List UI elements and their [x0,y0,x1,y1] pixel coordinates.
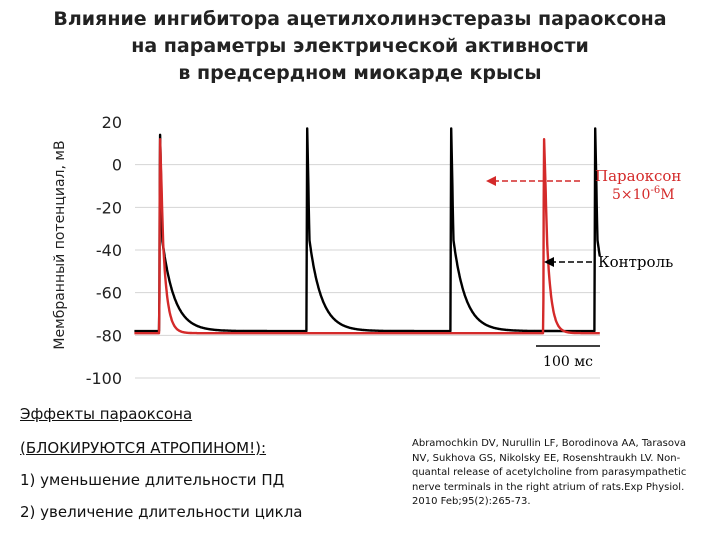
reference-citation: Abramochkin DV, Nurullin LF, Borodinova … [412,438,687,507]
effects-item-2: 2) увеличение длительности цикла [20,503,303,521]
y-tick-label: 20 [102,113,122,132]
y-tick-label: -20 [96,198,122,217]
paraoxon-arrow-head [486,176,496,186]
action-potential-chart: 20 0 -20 -40 -60 -80 -100 Мембранный потенциал… [52,113,681,388]
chart-title: Влияние ингибитора ацетилхолинэстеразы п… [40,6,680,87]
effects-note: (БЛОКИРУЮТСЯ АТРОПИНОМ!): [20,439,267,457]
title-line-1: Влияние ингибитора ацетилхолинэстеразы п… [53,8,667,30]
paraoxon-concentration-base: 5×10 [612,187,650,203]
scale-bar-label: 100 мс [543,354,593,370]
control-label: Контроль [598,253,673,271]
y-tick-label: 0 [112,156,122,175]
y-tick-label: -60 [96,284,122,303]
y-tick-label: -80 [96,326,122,345]
effects-heading: Эффекты параоксона [20,405,193,423]
paraoxon-concentration-unit: М [660,187,674,203]
scale-bar: 100 мс [536,345,600,370]
title-line-2: на параметры электрической активности [131,35,589,57]
effects-item-1: 1) уменьшение длительности ПД [20,471,285,489]
paraoxon-concentration: 5×10-6М [612,185,675,203]
series-traces [133,127,601,335]
paraoxon-annotation: Параоксон 5×10-6М [486,167,681,203]
grid [135,164,600,379]
paraoxon-trace [133,138,601,335]
y-tick-label: -40 [96,241,122,260]
control-trace [133,127,601,333]
paraoxon-label: Параоксон [595,167,681,185]
title-line-3: в предсердном миокарде крысы [178,62,542,84]
paraoxon-concentration-exponent: -6 [650,185,660,196]
control-annotation: Контроль [544,253,673,271]
y-tick-label: -100 [86,369,122,388]
y-axis-label: Мембранный потенциал, мВ [52,140,68,349]
control-arrow-head [544,257,554,267]
y-tick-labels: 20 0 -20 -40 -60 -80 -100 [86,113,122,388]
